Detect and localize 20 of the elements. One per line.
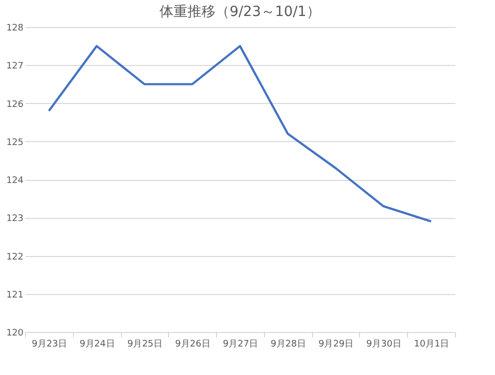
x-tick-label: 9月25日 [127, 340, 163, 350]
x-tick-label: 9月29日 [318, 340, 354, 350]
x-tick-label: 9月30日 [366, 340, 402, 350]
y-tick-label: 123 [6, 214, 24, 224]
x-tick-label: 10月1日 [414, 340, 450, 350]
x-tick-label: 9月26日 [175, 340, 210, 350]
y-tick-label: 127 [6, 62, 24, 72]
line-series [48, 44, 432, 223]
y-tick-label: 128 [6, 24, 24, 34]
x-tick-label: 9月24日 [80, 340, 115, 350]
y-tick-label: 125 [6, 138, 24, 148]
chart-title: 体重推移（9/23～10/1） [160, 4, 320, 20]
y-tick-label: 124 [6, 176, 24, 186]
y-tick-label: 122 [6, 252, 24, 262]
y-tick-label: 126 [6, 100, 24, 110]
x-tick-label: 9月28日 [270, 340, 306, 350]
x-tick-label: 9月23日 [32, 340, 67, 350]
x-tick-label: 9月27日 [222, 340, 258, 350]
y-tick-label: 120 [6, 328, 24, 338]
y-tick-label: 121 [6, 290, 24, 300]
